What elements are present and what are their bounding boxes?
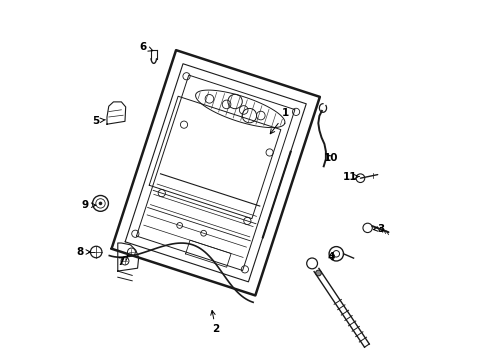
Text: 1: 1 <box>270 108 289 134</box>
Text: 4: 4 <box>326 252 334 262</box>
Circle shape <box>315 270 321 276</box>
Text: 7: 7 <box>118 256 128 267</box>
Text: 6: 6 <box>139 42 152 52</box>
Text: 9: 9 <box>81 200 96 210</box>
Text: 10: 10 <box>323 153 338 163</box>
Text: 3: 3 <box>373 224 384 234</box>
Text: 11: 11 <box>342 172 359 182</box>
Text: 5: 5 <box>92 116 105 126</box>
Text: 8: 8 <box>76 247 90 257</box>
Text: 2: 2 <box>210 311 219 334</box>
Circle shape <box>99 202 102 205</box>
